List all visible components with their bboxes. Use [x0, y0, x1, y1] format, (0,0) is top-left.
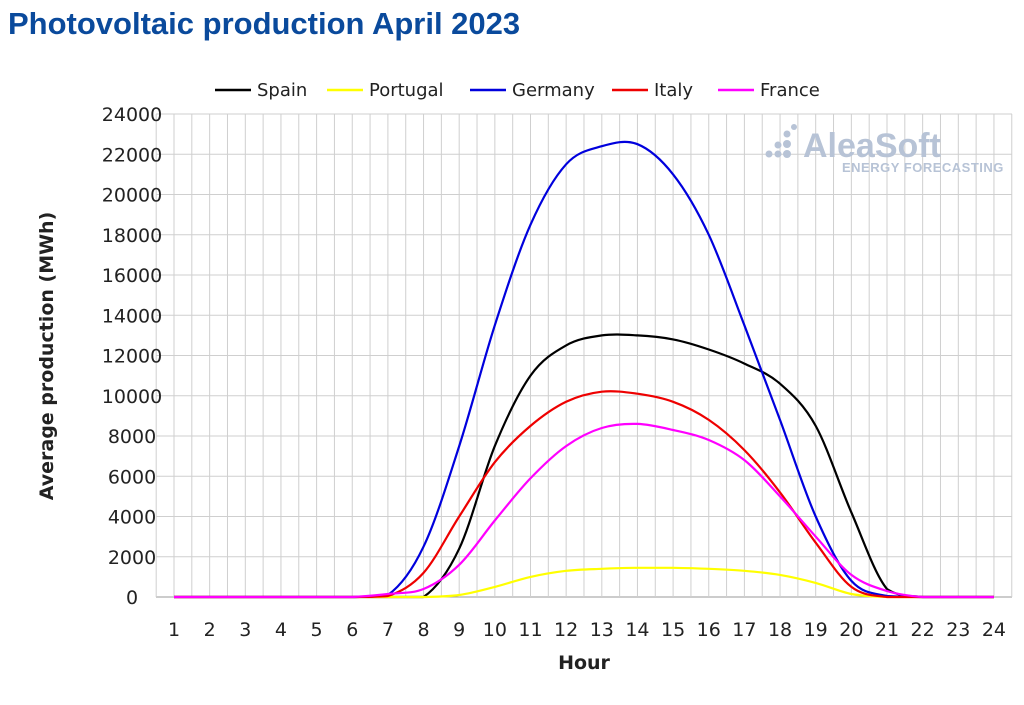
x-tick-label: 7 [382, 619, 394, 641]
x-tick-label: 8 [418, 619, 430, 641]
x-tick-label: 2 [204, 619, 216, 641]
series-lines [173, 140, 994, 599]
x-tick-label: 20 [839, 619, 863, 641]
axes: 0 2000 4000 6000 8000 10000 12000 14000 16000 180… [102, 104, 1006, 641]
legend-label-spain: Spain [257, 80, 307, 101]
x-tick-label: 6 [346, 619, 358, 641]
logo-tagline: ENERGY FORECASTING [842, 160, 1004, 175]
legend-label-germany: Germany [512, 80, 595, 101]
x-tick-label: 23 [946, 619, 970, 641]
x-tick-label: 22 [911, 619, 935, 641]
chart-title: Photovoltaic production April 2023 [8, 6, 521, 41]
x-tick-label: 11 [518, 619, 542, 641]
logo-dots-icon [765, 124, 797, 158]
x-tick-label: 9 [453, 619, 465, 641]
x-tick-label: 19 [804, 619, 828, 641]
x-tick-label: 16 [697, 619, 721, 641]
x-tick-label: 24 [982, 619, 1006, 641]
x-tick-label: 13 [590, 619, 614, 641]
x-axis-label: Hour [558, 652, 610, 674]
x-tick-label: 12 [554, 619, 578, 641]
y-axis-label: Average production (MWh) [36, 212, 58, 501]
legend-label-portugal: Portugal [369, 80, 444, 101]
x-tick-label: 15 [661, 619, 685, 641]
x-tick-label: 21 [875, 619, 899, 641]
grid [155, 113, 1013, 598]
y-tick-label: 16000 [102, 265, 162, 287]
y-tick-label: 6000 [108, 466, 156, 488]
logo-name: AleaSoft [803, 127, 941, 165]
legend-label-france: France [760, 80, 820, 101]
x-tick-label: 4 [275, 619, 287, 641]
y-tick-label: 24000 [102, 104, 162, 126]
x-tick-label: 3 [239, 619, 251, 641]
y-tick-label: 18000 [102, 225, 162, 247]
series-line-france [173, 422, 994, 599]
y-tick-label: 10000 [102, 386, 162, 408]
y-tick-label: 8000 [108, 426, 156, 448]
y-tick-label: 4000 [108, 507, 156, 529]
legend: Spain Portugal Germany Italy France [215, 80, 820, 101]
y-tick-label: 20000 [102, 185, 162, 207]
watermark-logo: AleaSoft ENERGY FORECASTING [765, 124, 1004, 175]
x-tick-label: 18 [768, 619, 792, 641]
x-tick-label: 17 [732, 619, 756, 641]
y-tick-label: 22000 [102, 144, 162, 166]
x-tick-label: 14 [625, 619, 649, 641]
y-tick-label: 14000 [102, 305, 162, 327]
x-tick-label: 5 [311, 619, 323, 641]
y-tick-label: 0 [126, 587, 138, 609]
x-tick-label: 10 [483, 619, 507, 641]
legend-label-italy: Italy [654, 80, 693, 101]
x-tick-label: 1 [168, 619, 180, 641]
y-tick-label: 12000 [102, 346, 162, 368]
y-tick-label: 2000 [108, 547, 156, 569]
